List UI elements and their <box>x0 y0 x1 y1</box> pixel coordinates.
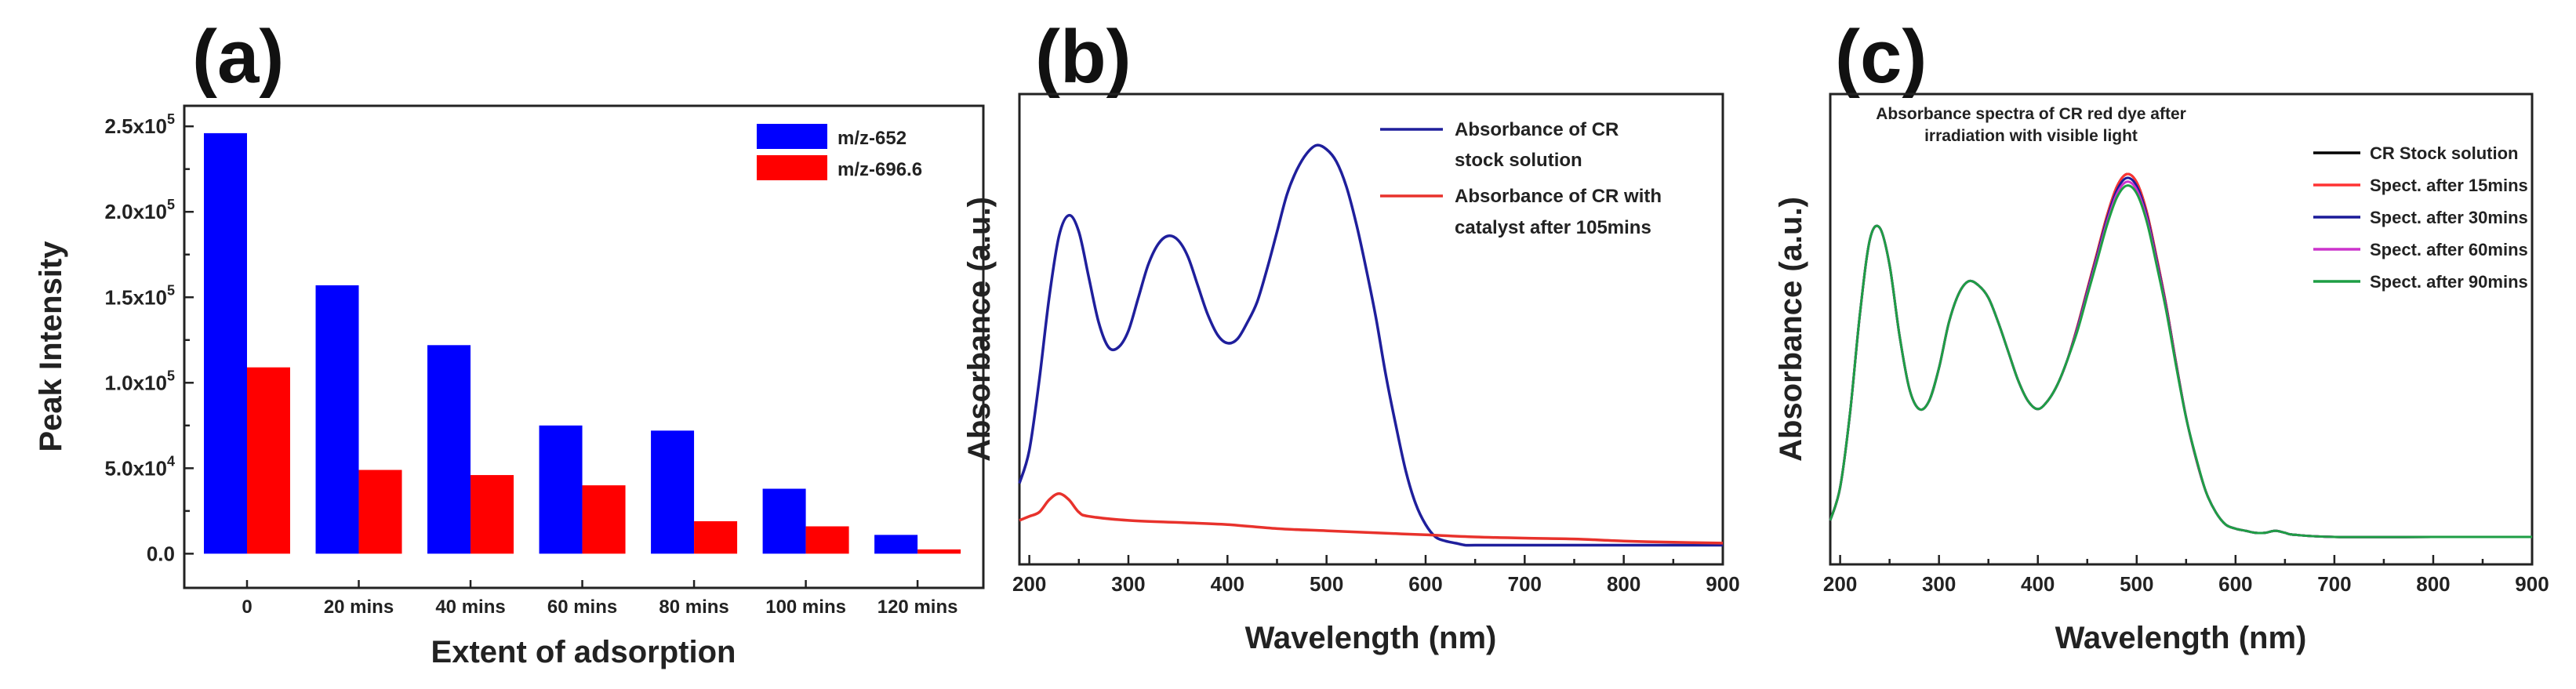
series-line-with-catalyst <box>1019 491 1724 545</box>
y-tick-label: 0.0 <box>147 542 175 565</box>
series-line-spect-after-30mins <box>1829 176 2532 539</box>
legend-label-stock-line1: Absorbance of CR <box>1455 119 1619 140</box>
bar-m-z-696-6-60-mins <box>582 485 626 554</box>
panel-a-bars <box>204 132 961 554</box>
panel-c-x-ticks: 200 300 400 500 600 700 800 900 <box>1823 555 2549 596</box>
bar-m-z-652-80-mins <box>651 430 695 554</box>
bar-m-z-696-6-80-mins <box>694 520 738 554</box>
x-tick-label: 400 <box>2021 572 2055 596</box>
panel-a-legend: m/z-652 m/z-696.6 <box>757 124 922 180</box>
series-line-cr-stock-solution <box>1829 172 2532 539</box>
panel-b-x-ticks: 200 300 400 500 600 700 800 900 <box>1012 555 1740 596</box>
legend-label-cr-stock: CR Stock solution <box>2370 143 2518 163</box>
y-tick-label: 1.0x105 <box>104 368 175 394</box>
bar-m-z-652-0 <box>204 132 247 554</box>
x-category-label: 40 mins <box>435 597 505 618</box>
panel-c: (c) Absorbance spectra of CR red dye aft… <box>1774 15 2549 655</box>
x-tick-label: 700 <box>2317 572 2351 596</box>
bar-m-z-696-6-120-mins <box>917 549 961 554</box>
x-tick-label: 400 <box>1211 572 1244 596</box>
panel-c-y-axis-title: Absorbance (a.u.) <box>1774 197 1808 462</box>
series-line-spect-after-60mins <box>1829 180 2532 539</box>
panel-b: (b) 200 300 400 500 600 700 800 900 Wavelength … <box>962 15 1740 655</box>
x-category-label: 60 mins <box>547 597 617 618</box>
panel-b-series-lines <box>1018 143 1724 547</box>
bar-m-z-696-6-40-mins <box>471 475 514 554</box>
panel-a-letter: (a) <box>192 15 284 99</box>
bar-m-z-652-60-mins <box>539 425 583 554</box>
series-line-stock-solution <box>1018 143 1723 547</box>
x-tick-label: 300 <box>1922 572 1956 596</box>
panel-b-x-axis-title: Wavelength (nm) <box>1245 621 1497 655</box>
panel-a-plot-frame <box>183 104 985 589</box>
series-line-spect-after-90mins <box>1829 184 2532 539</box>
x-tick-label: 600 <box>2218 572 2252 596</box>
x-tick-label: 700 <box>1508 572 1542 596</box>
panel-b-letter: (b) <box>1035 15 1132 99</box>
bar-m-z-696-6-0 <box>247 367 290 554</box>
legend-label-stock-line2: stock solution <box>1455 150 1582 171</box>
panel-a-category-labels: 0 20 mins 40 mins 60 mins 80 mins 100 mins 120… <box>242 580 957 618</box>
panel-b-legend: Absorbance of CR stock solution Absorban… <box>1380 119 1662 238</box>
legend-label-90mins: Spect. after 90mins <box>2370 272 2528 292</box>
x-tick-label: 200 <box>1823 572 1857 596</box>
y-tick-label: 2.5x105 <box>104 111 175 138</box>
legend-label-catalyst-line2: catalyst after 105mins <box>1455 217 1651 238</box>
x-tick-label: 800 <box>2416 572 2450 596</box>
x-tick-label: 800 <box>1607 572 1640 596</box>
x-tick-label: 500 <box>2120 572 2153 596</box>
panel-a-y-axis-title: Peak Intensity <box>34 241 68 452</box>
x-tick-label: 200 <box>1012 572 1046 596</box>
y-tick-label: 1.5x105 <box>104 282 175 309</box>
panel-c-series-lines <box>1829 172 2532 539</box>
x-tick-label: 300 <box>1111 572 1145 596</box>
legend-label-m-z-652: m/z-652 <box>837 128 907 149</box>
panel-c-letter: (c) <box>1835 15 1927 99</box>
legend-swatch-m-z-652 <box>757 124 827 149</box>
panel-a-x-axis-title: Extent of adsorption <box>431 635 736 669</box>
legend-swatch-m-z-696-6 <box>757 155 827 180</box>
panel-c-x-axis-title: Wavelength (nm) <box>2055 621 2307 655</box>
panel-a: (a) 0.0 5.0x104 1.0x105 1.5x105 2.0x105 2.5x1… <box>34 15 985 669</box>
x-tick-label: 500 <box>1310 572 1343 596</box>
panel-b-plot-frame <box>1018 92 1724 566</box>
bar-m-z-696-6-20-mins <box>358 470 402 554</box>
bar-m-z-652-40-mins <box>427 345 471 554</box>
x-category-label: 0 <box>242 597 252 618</box>
x-category-label: 120 mins <box>877 597 958 618</box>
legend-label-15mins: Spect. after 15mins <box>2370 176 2528 195</box>
x-category-label: 20 mins <box>324 597 394 618</box>
legend-label-30mins: Spect. after 30mins <box>2370 208 2528 227</box>
panel-c-plot-frame <box>1829 92 2534 566</box>
x-tick-label: 600 <box>1408 572 1442 596</box>
x-category-label: 80 mins <box>659 597 728 618</box>
panel-b-y-axis-title: Absorbance (a.u.) <box>962 197 997 462</box>
x-tick-label: 900 <box>2515 572 2549 596</box>
bar-m-z-652-100-mins <box>762 488 806 554</box>
panel-c-legend: CR Stock solution Spect. after 15mins Sp… <box>2313 143 2528 292</box>
panel-c-annotation-line1: Absorbance spectra of CR red dye after <box>1876 105 2186 123</box>
series-line-spect-after-15mins <box>1829 172 2532 539</box>
y-tick-label: 2.0x105 <box>104 197 175 223</box>
legend-label-60mins: Spect. after 60mins <box>2370 240 2528 259</box>
legend-label-catalyst-line1: Absorbance of CR with <box>1455 186 1662 207</box>
bar-m-z-652-120-mins <box>874 535 918 554</box>
y-tick-label: 5.0x104 <box>104 453 175 480</box>
legend-label-m-z-696-6: m/z-696.6 <box>837 159 922 180</box>
bar-m-z-652-20-mins <box>315 285 359 554</box>
bar-m-z-696-6-100-mins <box>805 526 849 554</box>
panel-c-annotation-line2: irradiation with visible light <box>1924 127 2138 145</box>
x-tick-label: 900 <box>1706 572 1739 596</box>
x-category-label: 100 mins <box>765 597 846 618</box>
panel-a-y-ticks: 0.0 5.0x104 1.0x105 1.5x105 2.0x105 2.5x105 <box>104 111 194 565</box>
